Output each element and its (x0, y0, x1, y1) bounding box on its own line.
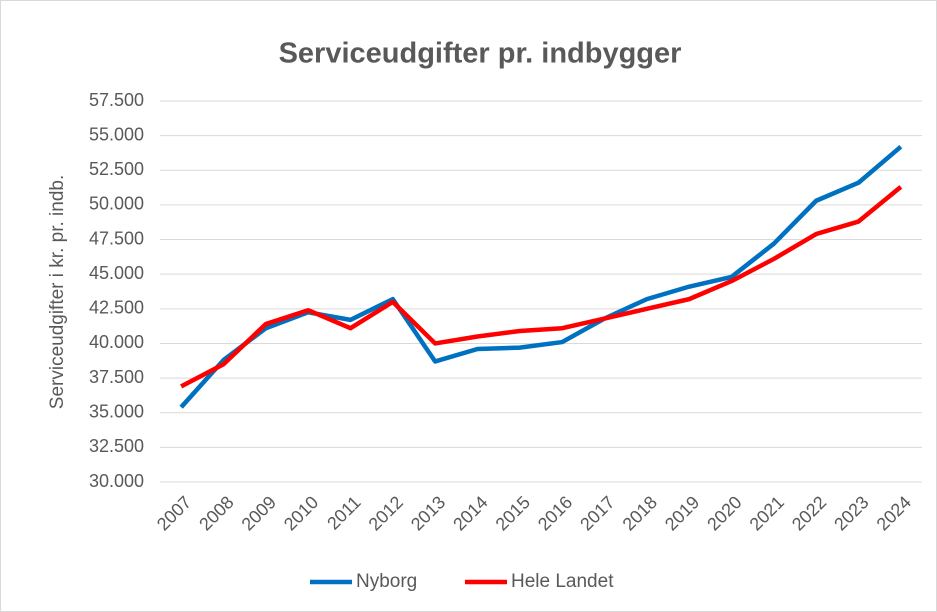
y-tick-label: 55.000 (89, 124, 144, 144)
chart-title: Serviceudgifter pr. indbygger (279, 38, 682, 70)
y-tick-label: 50.000 (89, 194, 144, 214)
legend-label: Nyborg (356, 571, 417, 592)
y-tick-label: 40.000 (89, 332, 144, 352)
y-tick-label: 45.000 (89, 263, 144, 283)
y-tick-label: 30.000 (89, 471, 144, 491)
line-series (180, 185, 903, 389)
line-series (179, 145, 903, 409)
y-tick-label: 52.500 (89, 159, 144, 179)
y-tick-label: 35.000 (89, 401, 144, 421)
y-tick-label: 37.500 (89, 367, 144, 387)
y-tick-label: 42.500 (89, 298, 144, 318)
y-axis-label: Serviceudgifter i kr. pr. indb. (47, 175, 68, 409)
legend-label: Hele Landet (511, 571, 614, 592)
y-tick-label: 32.500 (89, 436, 144, 456)
y-tick-label: 47.500 (89, 228, 144, 248)
y-tick-label: 57.500 (89, 90, 144, 110)
